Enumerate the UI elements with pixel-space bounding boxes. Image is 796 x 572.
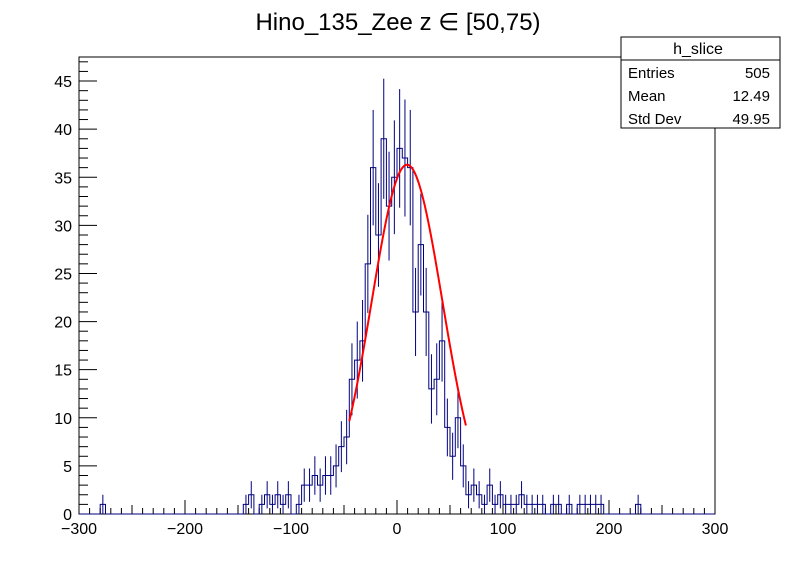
x-tick-label: 200 (596, 521, 623, 538)
stats-box-title: h_slice (673, 41, 723, 58)
x-tick-label: 300 (702, 521, 729, 538)
stats-stddev-label: Std Dev (628, 111, 682, 128)
x-axis: −300 −200 −100 0 100 200 300 (61, 500, 728, 538)
y-tick-label: 40 (54, 122, 72, 139)
gaussian-fit-curve (348, 163, 467, 426)
stats-box: h_slice Entries 505 Mean 12.49 Std Dev 4… (620, 36, 781, 129)
stats-mean-value: 12.49 (732, 88, 770, 105)
stats-mean-label: Mean (628, 88, 666, 105)
y-tick-label: 20 (54, 315, 72, 332)
x-tick-label: −100 (273, 521, 309, 538)
x-tick-label: −200 (167, 521, 203, 538)
x-tick-label: 0 (393, 521, 402, 538)
x-tick-label: 100 (490, 521, 517, 538)
y-tick-label: 10 (54, 411, 72, 428)
y-tick-label: 35 (54, 170, 72, 187)
stats-stddev-value: 49.95 (732, 111, 770, 128)
histogram-outline (79, 138, 715, 515)
stats-entries-value: 505 (745, 65, 770, 82)
chart-title: Hino_135_Zee z ∈ [50,75) (255, 9, 540, 36)
y-tick-label: 5 (63, 459, 72, 476)
y-tick-label: 25 (54, 266, 72, 283)
stats-box-border (620, 36, 781, 129)
y-axis: 0 5 10 15 20 25 30 35 40 45 (54, 61, 97, 524)
y-tick-label: 30 (54, 218, 72, 235)
x-tick-label: −300 (61, 521, 97, 538)
stats-entries-label: Entries (628, 65, 675, 82)
y-tick-label: 45 (54, 74, 72, 91)
y-tick-label: 15 (54, 363, 72, 380)
y-tick-label: 0 (63, 507, 72, 524)
